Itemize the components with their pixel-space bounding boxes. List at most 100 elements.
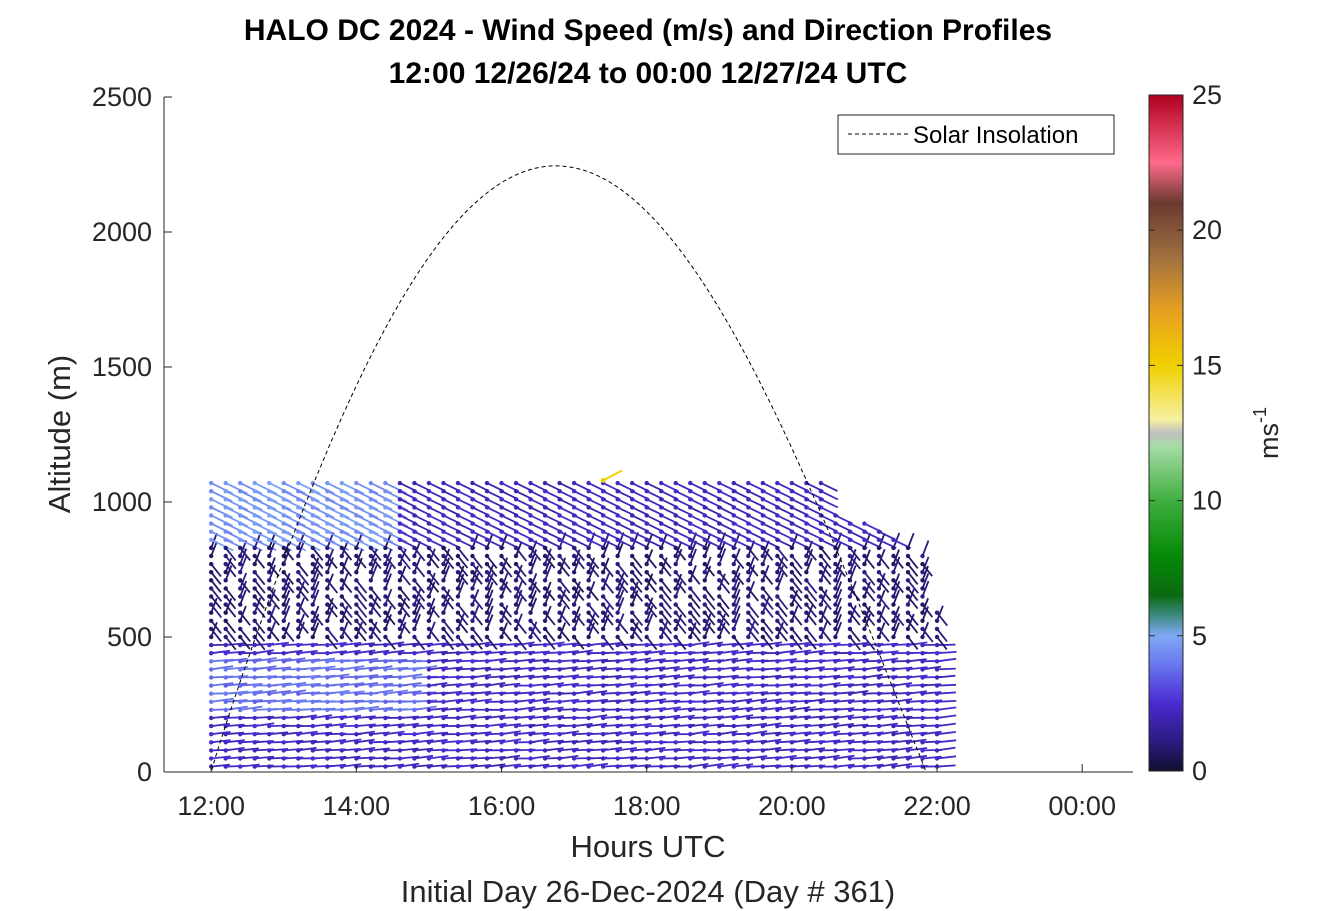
- wind-barb-dot: [615, 610, 620, 615]
- wind-barb-dot: [775, 521, 780, 526]
- wind-barb-dot: [238, 537, 243, 542]
- wind-barb-dot: [354, 545, 359, 551]
- wind-barb: [297, 620, 309, 634]
- wind-barb-dot: [397, 764, 403, 769]
- wind-barb-dot: [702, 594, 707, 599]
- x-ticks: 12:00 14:00 16:00 18:00 20:00 22:00 00:00: [177, 764, 1116, 821]
- wind-barb-dot: [557, 505, 562, 510]
- wind-barb: [282, 548, 291, 565]
- colorbar-tick-label: 10: [1192, 486, 1222, 516]
- wind-barb-dot: [528, 626, 533, 632]
- wind-barb: [356, 705, 380, 711]
- wind-barb-dot: [412, 513, 417, 518]
- wind-barb: [689, 540, 698, 557]
- wind-barb: [268, 530, 292, 544]
- wind-barb: [529, 549, 538, 565]
- wind-barb-dot: [296, 715, 301, 721]
- wind-barb: [297, 587, 309, 602]
- wind-barb-dot: [600, 489, 606, 494]
- wind-barb: [385, 649, 405, 655]
- wind-barb-dot: [484, 505, 490, 510]
- wind-barb: [791, 641, 812, 646]
- x-tick-label: 18:00: [613, 791, 681, 821]
- wind-barb-dot: [891, 740, 896, 745]
- wind-barb-dot: [223, 667, 228, 672]
- wind-barb: [791, 605, 799, 622]
- wind-barb-dot: [731, 683, 736, 688]
- wind-barb-dot: [281, 513, 286, 518]
- wind-barb-dot: [586, 610, 591, 615]
- wind-barb-highlight-dot: [600, 478, 606, 483]
- wind-barb-dot: [368, 513, 374, 518]
- wind-barb: [834, 572, 843, 589]
- wind-barb-dot: [325, 707, 330, 713]
- wind-barb: [211, 649, 231, 655]
- wind-barb-dot: [818, 537, 824, 542]
- wind-barb: [210, 595, 222, 610]
- wind-barb-dot: [746, 707, 751, 713]
- wind-barb-dot: [876, 732, 882, 737]
- wind-barb-dot: [426, 659, 432, 664]
- wind-barb-dot: [441, 764, 446, 769]
- wind-barb-dot: [571, 699, 577, 704]
- wind-barb: [224, 595, 237, 610]
- wind-barb: [370, 604, 382, 618]
- wind-barb: [239, 579, 251, 594]
- wind-barb-dot: [557, 602, 562, 607]
- wind-barb-dot: [717, 642, 722, 648]
- wind-barb: [674, 614, 683, 630]
- wind-barb: [312, 490, 336, 503]
- wind-barb-dot: [368, 570, 374, 575]
- wind-barb-dot: [412, 529, 417, 534]
- wind-barb-dot: [731, 764, 736, 769]
- wind-barb-dot: [833, 699, 838, 704]
- wind-barb-dot: [354, 489, 359, 494]
- wind-barb-dot: [731, 723, 736, 729]
- wind-barb: [878, 612, 890, 626]
- wind-barb: [224, 604, 237, 618]
- wind-barb-dot: [717, 683, 722, 688]
- y-tick-label: 1500: [92, 352, 152, 382]
- wind-barb-dot: [397, 594, 403, 599]
- wind-barb-dot: [891, 764, 896, 769]
- wind-barb-dot: [513, 715, 519, 721]
- wind-barb-dot: [528, 659, 533, 664]
- wind-barb-dot: [586, 740, 591, 745]
- y-tick-label: 2500: [92, 82, 152, 112]
- wind-barb-dot: [673, 691, 678, 696]
- wind-barb-dot: [383, 699, 388, 704]
- wind-barb-dot: [659, 723, 664, 729]
- wind-barb: [225, 650, 246, 655]
- wind-barb-dot: [731, 715, 736, 721]
- wind-barb-dot: [600, 732, 606, 737]
- wind-barb-dot: [833, 748, 838, 753]
- wind-barb-dot: [339, 586, 345, 591]
- wind-barb: [457, 739, 478, 744]
- wind-barb-dot: [281, 480, 286, 486]
- wind-barb-dot: [891, 756, 896, 761]
- wind-barb: [457, 563, 469, 577]
- wind-barb-dot: [484, 537, 490, 542]
- wind-barb-dot: [281, 578, 286, 583]
- wind-barb: [355, 522, 379, 536]
- wind-barb-dot: [789, 626, 795, 632]
- wind-barb: [326, 530, 350, 544]
- wind-barb-dot: [281, 683, 286, 688]
- wind-barb-dot: [513, 521, 519, 526]
- wind-barb-dot: [557, 642, 562, 648]
- wind-barb-dot: [542, 521, 548, 526]
- wind-barb-dot: [644, 537, 649, 542]
- wind-barb: [471, 628, 484, 643]
- wind-barb-dot: [426, 513, 432, 518]
- wind-barb: [674, 548, 683, 565]
- wind-barb-dot: [484, 602, 490, 607]
- wind-barb-dot: [804, 740, 809, 745]
- wind-barb: [573, 649, 593, 655]
- wind-barb: [486, 722, 507, 727]
- wind-barb-dot: [223, 699, 228, 704]
- wind-barb-dot: [513, 683, 519, 688]
- wind-barb-dot: [470, 651, 475, 656]
- wind-barb-dot: [542, 561, 548, 567]
- wind-barb-dot: [513, 723, 519, 729]
- wind-barb: [863, 571, 876, 586]
